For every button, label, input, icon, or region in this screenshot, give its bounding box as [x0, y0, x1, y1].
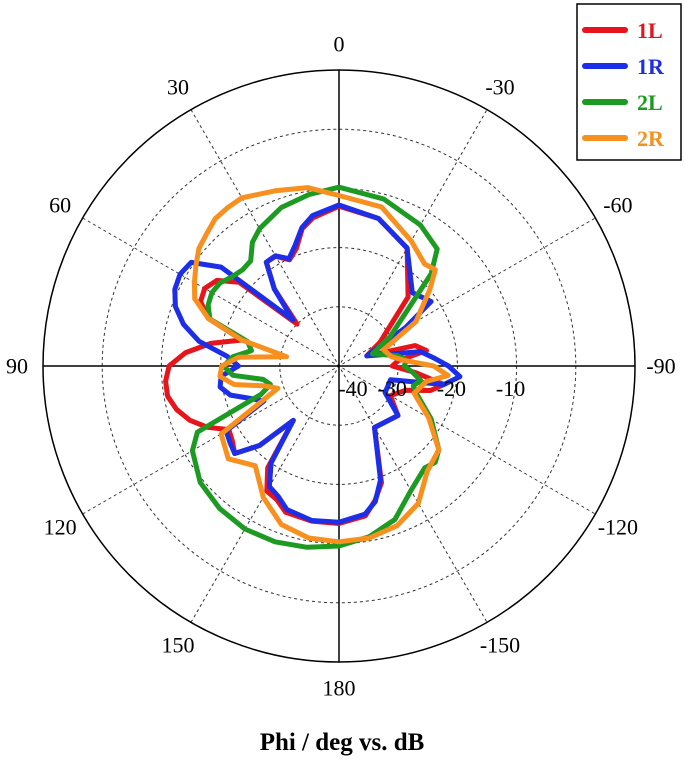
legend: 1L 1R 2L 2R	[576, 3, 682, 161]
angle-tick-label: 0	[334, 32, 345, 57]
legend-label-1R: 1R	[637, 54, 665, 79]
label-layer: 0 30 60 90 120 150 180 -150 -120 -90 -60 -30 -40 -30 -…	[6, 32, 676, 701]
series-layer	[163, 184, 463, 550]
radial-tick-label: -30	[378, 376, 407, 401]
outer-ring	[42, 69, 636, 663]
angle-tick-label: -150	[480, 632, 520, 657]
radial-tick-label: -10	[496, 376, 525, 401]
radial-tick-label: -20	[437, 376, 466, 401]
x-axis-label: Phi / deg vs. dB	[260, 729, 425, 756]
legend-label-2L: 2L	[637, 90, 663, 115]
angle-tick-label: -90	[646, 354, 675, 379]
series-line-2R	[191, 185, 451, 545]
angle-tick-label: 180	[323, 676, 356, 701]
angle-tick-label: -30	[485, 75, 514, 100]
angle-tick-label: 150	[162, 632, 195, 657]
radial-tick-label: -40	[338, 376, 367, 401]
grid-layer	[42, 69, 636, 663]
angle-tick-label: 60	[49, 193, 71, 218]
legend-label-2R: 2R	[637, 126, 665, 151]
angle-tick-label: 30	[167, 75, 189, 100]
angle-tick-label: -60	[603, 193, 632, 218]
series-line-1R	[172, 202, 463, 525]
legend-label-1L: 1L	[637, 18, 663, 43]
angle-tick-label: 90	[6, 354, 28, 379]
angle-tick-label: 120	[44, 515, 77, 540]
angle-tick-label: -120	[598, 515, 638, 540]
